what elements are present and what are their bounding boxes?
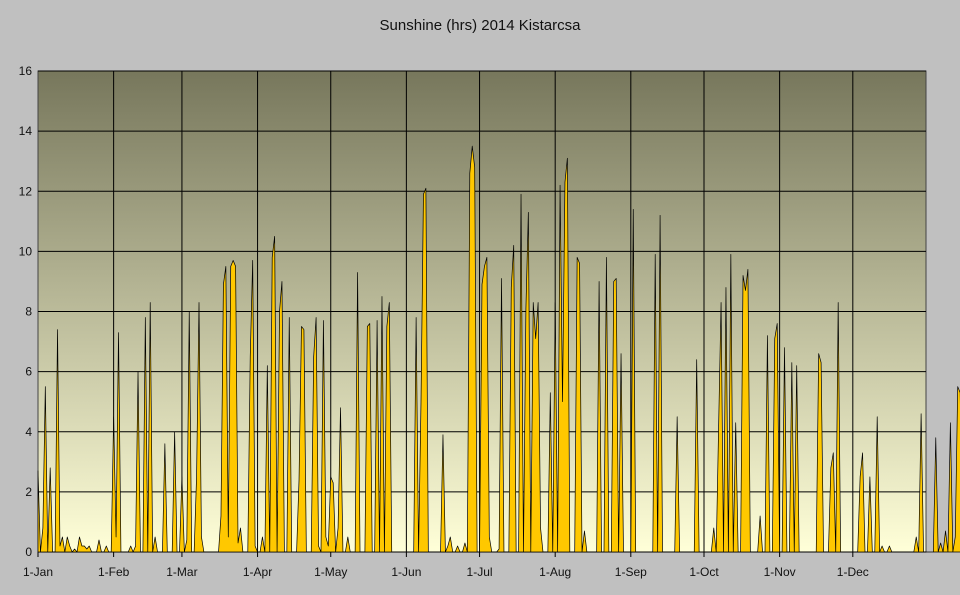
x-tick-label: 1-Sep (615, 565, 647, 579)
x-tick-label: 1-Oct (689, 565, 719, 579)
x-tick-label: 1-Mar (166, 565, 197, 579)
y-tick-label: 2 (25, 485, 32, 499)
x-tick-label: 1-Aug (539, 565, 571, 579)
x-tick-label: 1-May (314, 565, 347, 579)
y-axis: 0 2 4 6 8 10 12 14 16 (19, 64, 33, 559)
y-tick-label: 16 (19, 64, 33, 78)
x-tick-label: 1-Jun (391, 565, 421, 579)
y-tick-label: 8 (25, 305, 32, 319)
x-axis: 1-Jan 1-Feb 1-Mar 1-Apr 1-May 1-Jun 1-Jul 1-Aug… (23, 552, 869, 579)
y-tick-label: 12 (19, 184, 33, 198)
x-tick-label: 1-Apr (243, 565, 272, 579)
y-tick-label: 14 (19, 124, 33, 138)
y-tick-label: 6 (25, 365, 32, 379)
y-tick-label: 10 (19, 244, 33, 258)
chart-title: Sunshine (hrs) 2014 Kistarcsa (380, 17, 582, 34)
x-tick-label: 1-Feb (98, 565, 130, 579)
x-tick-label: 1-Jan (23, 565, 53, 579)
x-tick-label: 1-Dec (837, 565, 869, 579)
x-tick-label: 1-Jul (467, 565, 493, 579)
x-tick-label: 1-Nov (764, 565, 796, 579)
y-tick-label: 0 (25, 545, 32, 559)
sunshine-area (37, 145, 960, 553)
y-tick-label: 4 (25, 425, 32, 439)
